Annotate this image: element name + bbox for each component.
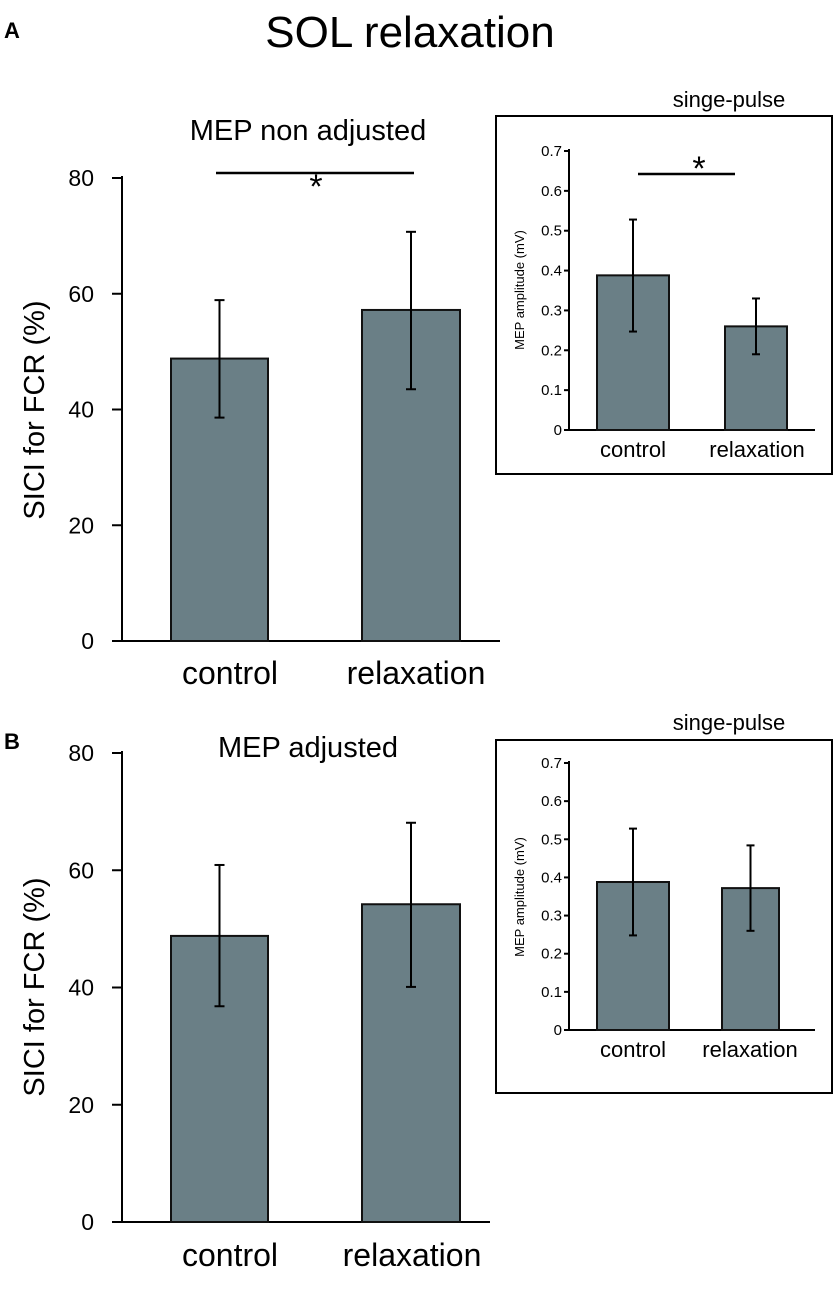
y-tick-label: 40 <box>68 975 94 1001</box>
y-tick-label: 0.6 <box>541 183 562 200</box>
chart-title: MEP adjusted <box>218 732 398 764</box>
y-tick-label: 80 <box>68 740 94 766</box>
y-tick-label: 0.3 <box>541 302 562 319</box>
y-tick-label: 40 <box>68 397 94 423</box>
y-tick-label: 0.2 <box>541 342 562 359</box>
bar-relaxation <box>361 903 461 1223</box>
y-tick-label: 0.2 <box>541 946 562 963</box>
y-tick-label: 0.4 <box>541 869 562 886</box>
significance-star: * <box>692 150 705 188</box>
panel-b-main-chart: MEP adjusted SICI for FCR (%) 0 20 40 60 80 con… <box>19 732 490 1273</box>
category-label: relaxation <box>702 1037 797 1062</box>
panel-a-inset-chart: singe-pulse MEP amplitude (mV) 0 0.1 0.2 0.3 0… <box>512 87 815 462</box>
y-tick-label: 60 <box>68 281 94 307</box>
panel-a-main-chart: MEP non adjusted SICI for FCR (%) 0 20 40 60 8… <box>19 115 500 691</box>
y-tick-label: 60 <box>68 857 94 883</box>
y-tick-label: 0 <box>81 1209 94 1235</box>
category-label: relaxation <box>343 1237 482 1273</box>
category-label: relaxation <box>347 655 486 691</box>
y-tick-label: 0 <box>81 628 94 654</box>
y-tick-label: 0.4 <box>541 263 562 280</box>
y-tick-label: 0.5 <box>541 223 562 240</box>
category-label: control <box>600 1037 666 1062</box>
y-axis-label: SICI for FCR (%) <box>19 300 51 519</box>
y-tick-label: 0.5 <box>541 831 562 848</box>
y-tick-label: 0.3 <box>541 908 562 925</box>
y-tick-label: 20 <box>68 1092 94 1118</box>
y-axis-label: SICI for FCR (%) <box>19 877 51 1096</box>
category-label: control <box>182 1237 278 1273</box>
y-tick-label: 20 <box>68 512 94 538</box>
y-axis-label: MEP amplitude (mV) <box>512 230 527 350</box>
y-tick-label: 0.7 <box>541 755 562 772</box>
chart-title: MEP non adjusted <box>190 115 426 147</box>
panel-b-inset-chart: singe-pulse MEP amplitude (mV) 0 0.1 0.2 0.3 0… <box>512 710 815 1062</box>
chart-title: singe-pulse <box>673 87 786 112</box>
y-tick-label: 0.1 <box>541 382 562 399</box>
category-label: relaxation <box>709 437 804 462</box>
y-tick-label: 0.1 <box>541 984 562 1001</box>
y-tick-label: 0 <box>554 422 562 439</box>
y-tick-label: 0 <box>554 1022 562 1039</box>
panel-letter-b: B <box>4 729 20 754</box>
y-tick-label: 0.6 <box>541 793 562 810</box>
panel-letter-a: A <box>4 18 20 43</box>
chart-title: singe-pulse <box>673 710 786 735</box>
figure-title: SOL relaxation <box>265 8 554 57</box>
y-axis-label: MEP amplitude (mV) <box>512 837 527 957</box>
category-label: control <box>182 655 278 691</box>
y-tick-label: 80 <box>68 165 94 191</box>
y-tick-label: 0.7 <box>541 143 562 160</box>
significance-star: * <box>309 168 322 206</box>
category-label: control <box>600 437 666 462</box>
